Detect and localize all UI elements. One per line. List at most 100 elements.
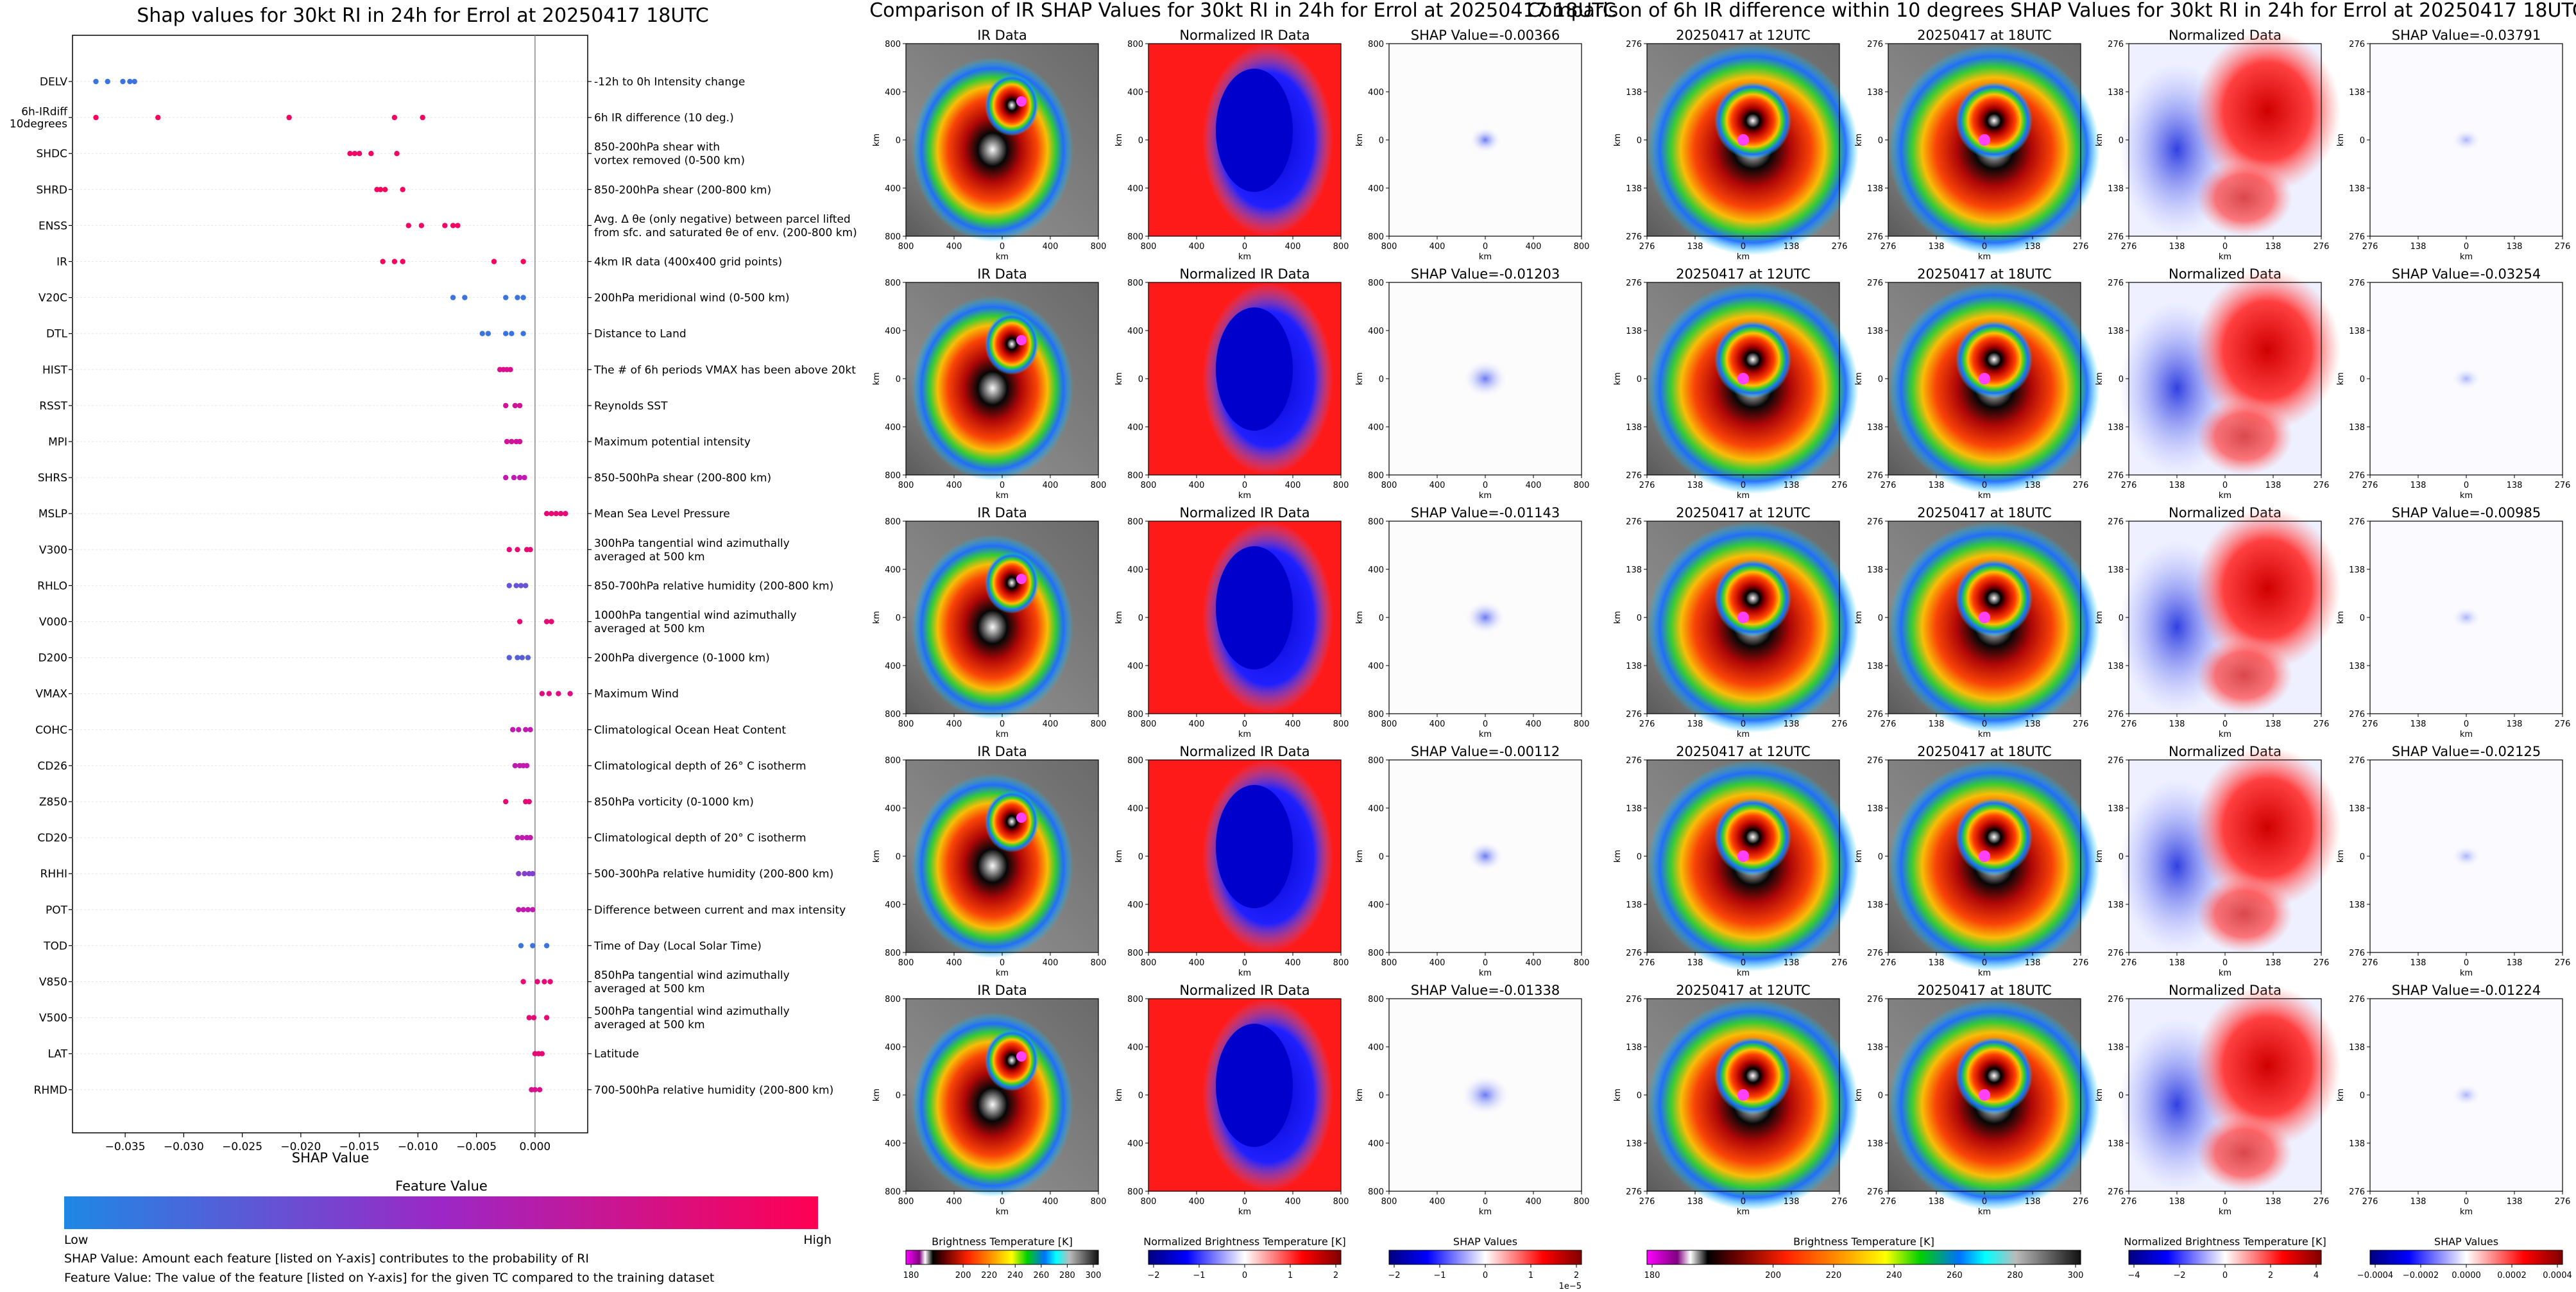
x-tick-label: 800: [1333, 958, 1349, 968]
x-tick-label: 400: [1189, 719, 1205, 729]
shap-point: [520, 907, 526, 913]
storm-core: [1956, 560, 2033, 637]
y-tick-label: 138: [1867, 423, 1883, 433]
colorbar-tick-label: 0: [1242, 1271, 1247, 1280]
x-tick-label: 800: [1091, 1197, 1107, 1207]
y-tick-label: 276: [1626, 517, 1642, 527]
colorbar-gradient: [2128, 1250, 2322, 1265]
y-tick-label: 0: [1637, 614, 1642, 623]
shap-point: [491, 259, 497, 264]
colorbar-tick-label: 280: [2007, 1271, 2023, 1280]
y-axis-label: km: [2336, 611, 2346, 624]
feature-description: averaged at 500 km: [594, 983, 705, 995]
shap-point: [525, 655, 531, 660]
y-axis-label: km: [2095, 1089, 2104, 1101]
x-tick-label: 138: [2265, 1197, 2282, 1207]
x-tick-label: 138: [2169, 242, 2185, 252]
shap-point: [120, 78, 126, 85]
y-tick-label: 276: [1626, 1187, 1642, 1197]
ir-12utc-title: 20250417 at 12UTC: [1676, 983, 1811, 998]
y-tick-label: 400: [885, 662, 901, 671]
x-axis-label: km: [2219, 1207, 2231, 1217]
shap-point: [515, 834, 520, 841]
shap-point: [93, 78, 99, 85]
colorbar-ir_norm: Normalized Brightness Temperature [K] −2 −…: [1143, 1236, 1346, 1280]
shap-point: [405, 223, 411, 228]
y-tick-label: 400: [1127, 900, 1143, 910]
shap-panel-title: SHAP Value=-0.00366: [1411, 28, 1560, 43]
colorbar-tick-label: 1: [1528, 1271, 1533, 1280]
x-axis-label: km: [1978, 730, 1991, 739]
shap-hotspot: [1464, 600, 1506, 635]
y-tick-label: 138: [2108, 565, 2124, 575]
y-tick-label: 0: [1878, 614, 1883, 623]
x-axis-label: km: [1238, 969, 1251, 978]
ir-18utc-title: 20250417 at 18UTC: [1917, 983, 2052, 998]
storm-core: [1714, 560, 1791, 637]
x-axis-label: km: [2460, 730, 2473, 739]
y-tick-label: 800: [1127, 995, 1143, 1004]
storm-core: [985, 552, 1039, 614]
y-axis-label: km: [1355, 611, 1365, 624]
x-tick-label: 138: [1784, 242, 1800, 252]
x-tick-label: 276: [2121, 242, 2137, 252]
colorbar-tick-label: 280: [1059, 1271, 1075, 1280]
y-tick-label: 138: [2349, 662, 2365, 671]
feature-label: LAT: [47, 1048, 67, 1061]
shap-point: [510, 727, 516, 733]
x-tick-label: 276: [1639, 1197, 1655, 1207]
y-tick-label: 0: [2360, 852, 2365, 862]
eye-marker: [1016, 813, 1027, 823]
y-axis-label: km: [2095, 134, 2104, 146]
y-tick-label: 276: [2108, 756, 2124, 766]
feature-label: D200: [38, 652, 67, 665]
x-tick-label: 0: [1242, 481, 1247, 490]
shap-point: [513, 583, 519, 589]
y-tick-label: 276: [2108, 995, 2124, 1004]
shap-point: [450, 295, 456, 300]
colorbar-tick-label: 200: [1765, 1271, 1781, 1280]
y-tick-label: 276: [2108, 232, 2124, 242]
x-tick-label: 400: [1043, 958, 1059, 968]
shap-point: [356, 151, 363, 157]
x-tick-label: 0: [1982, 1197, 1987, 1207]
x-axis-label: km: [1479, 491, 1492, 501]
x-tick-label: 400: [1285, 481, 1301, 490]
shap-point: [155, 114, 161, 121]
shap-point: [420, 114, 425, 121]
y-tick-label: 800: [1127, 279, 1143, 288]
positive-region: [2194, 985, 2341, 1147]
y-tick-label: 800: [1127, 517, 1143, 527]
y-tick-label: 0: [1138, 614, 1143, 623]
shap-point: [391, 259, 398, 264]
y-tick-label: 276: [1867, 279, 1883, 288]
colorbar-tick-label: −2: [2173, 1271, 2185, 1280]
positive-region: [2194, 508, 2341, 669]
storm-core: [1714, 321, 1791, 398]
feature-label: 10degrees: [10, 118, 67, 131]
x-tick-label: 276: [2121, 958, 2137, 968]
x-axis-label: km: [1238, 730, 1251, 739]
y-axis-label: km: [1355, 1089, 1365, 1101]
shap-point: [462, 295, 468, 300]
feature-description: 850-200hPa shear (200-800 km): [594, 184, 771, 196]
shap-point: [506, 583, 512, 589]
shap-point: [503, 295, 509, 300]
feature-description: Distance to Land: [594, 328, 687, 341]
y-tick-label: 400: [885, 423, 901, 433]
y-tick-label: 0: [2360, 1091, 2365, 1101]
shap-point: [543, 511, 550, 517]
feature-description: 850hPa tangential wind azimuthally: [594, 969, 790, 982]
ir-panel-title: IR Data: [977, 744, 1027, 759]
feature-colorbar-low: Low: [64, 1233, 88, 1247]
feature-label: RHHI: [40, 868, 67, 881]
y-tick-label: 0: [1379, 375, 1384, 384]
storm-core: [1956, 82, 2033, 159]
y-tick-label: 0: [1379, 1091, 1384, 1101]
y-tick-label: 138: [2108, 327, 2124, 336]
y-tick-label: 138: [1626, 1139, 1642, 1149]
x-tick-label: 138: [1929, 242, 1945, 252]
y-tick-label: 138: [1867, 900, 1883, 910]
y-axis-label: km: [2336, 134, 2346, 146]
